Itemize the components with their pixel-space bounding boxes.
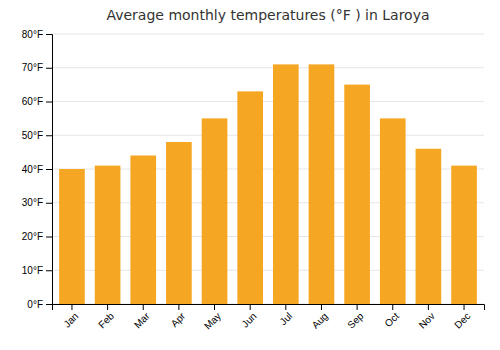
y-tick-mark bbox=[46, 34, 52, 35]
x-tick: Feb bbox=[96, 304, 116, 330]
chart: Average monthly temperatures (°F ) in La… bbox=[0, 0, 500, 350]
x-tick: Apr bbox=[169, 304, 188, 329]
x-tick-label: Aug bbox=[310, 310, 330, 330]
grid-line bbox=[52, 135, 484, 136]
x-tick-label: Nov bbox=[417, 310, 437, 330]
y-axis-line bbox=[46, 35, 53, 305]
x-tick: Nov bbox=[417, 304, 437, 331]
grid-line bbox=[52, 67, 484, 68]
bar bbox=[451, 166, 477, 304]
y-tick: 10°F bbox=[22, 265, 52, 276]
x-tick-mark bbox=[143, 304, 144, 310]
x-tick-mark bbox=[107, 304, 108, 310]
bar bbox=[344, 85, 370, 304]
x-tick-mark bbox=[392, 304, 393, 310]
x-tick: Jun bbox=[239, 304, 258, 330]
x-tick-label: Mar bbox=[132, 310, 152, 330]
y-tick-mark bbox=[46, 270, 52, 271]
bar bbox=[166, 142, 192, 304]
bar bbox=[237, 91, 263, 304]
y-tick: 50°F bbox=[22, 130, 52, 141]
x-tick: Oct bbox=[382, 304, 401, 329]
bar bbox=[202, 118, 228, 304]
x-tick-mark bbox=[464, 304, 465, 310]
x-tick-mark bbox=[321, 304, 322, 310]
y-tick-mark bbox=[46, 237, 52, 238]
y-tick-label: 80°F bbox=[22, 29, 43, 40]
x-tick: Aug bbox=[310, 304, 330, 331]
x-tick-mark bbox=[285, 304, 286, 310]
y-tick: 80°F bbox=[22, 29, 52, 40]
bar bbox=[416, 149, 442, 304]
bar bbox=[95, 166, 121, 304]
bar bbox=[130, 156, 156, 305]
x-tick-label: Apr bbox=[169, 310, 188, 329]
x-tick-label: Jun bbox=[239, 310, 258, 329]
x-tick: Jul bbox=[277, 304, 294, 327]
y-tick-mark bbox=[46, 304, 52, 305]
y-tick-mark bbox=[46, 203, 52, 204]
x-tick-mark bbox=[357, 304, 358, 310]
chart-title: Average monthly temperatures (°F ) in La… bbox=[106, 7, 429, 23]
x-tick-label: Oct bbox=[382, 310, 401, 329]
y-tick: 40°F bbox=[22, 164, 52, 175]
x-tick-mark bbox=[178, 304, 179, 310]
y-tick-label: 40°F bbox=[22, 164, 43, 175]
bar bbox=[309, 64, 335, 304]
y-tick-mark bbox=[46, 68, 52, 69]
bars bbox=[59, 64, 477, 304]
x-tick: Mar bbox=[132, 304, 152, 330]
x-tick-label: Jul bbox=[277, 310, 294, 327]
x-tick-mark bbox=[428, 304, 429, 310]
x-tick-label: Jan bbox=[61, 310, 80, 329]
bar bbox=[273, 64, 299, 304]
x-tick: Jan bbox=[61, 304, 80, 330]
y-tick-mark bbox=[46, 169, 52, 170]
bar bbox=[380, 118, 406, 304]
x-tick-label: Dec bbox=[452, 310, 472, 330]
y-tick-label: 10°F bbox=[22, 265, 43, 276]
y-tick: 70°F bbox=[22, 62, 52, 73]
y-tick: 20°F bbox=[22, 231, 52, 242]
x-tick-mark bbox=[214, 304, 215, 310]
y-tick-mark bbox=[46, 102, 52, 103]
bar bbox=[59, 169, 85, 304]
x-tick: Sep bbox=[345, 304, 366, 331]
y-tick-label: 0°F bbox=[27, 299, 43, 310]
y-tick-label: 30°F bbox=[22, 197, 43, 208]
x-axis: Jan Feb Mar Apr May Jun Jul Aug Sep Oct Nov Dec bbox=[53, 304, 485, 332]
x-tick-mark bbox=[71, 304, 72, 310]
y-tick-mark bbox=[46, 135, 52, 136]
x-tick-label: May bbox=[202, 310, 223, 331]
y-tick-label: 20°F bbox=[22, 231, 43, 242]
y-tick-label: 50°F bbox=[22, 130, 43, 141]
grid bbox=[52, 34, 484, 304]
y-axis: 0°F 10°F 20°F 30°F 40°F 50°F 60°F 70°F 80°F bbox=[22, 29, 53, 310]
y-tick: 30°F bbox=[22, 197, 52, 208]
x-tick-label: Feb bbox=[96, 310, 116, 330]
plot-area: 0°F 10°F 20°F 30°F 40°F 50°F 60°F 70°F 80°F Jan Fe… bbox=[22, 29, 485, 332]
y-tick-label: 60°F bbox=[22, 96, 43, 107]
y-tick: 60°F bbox=[22, 96, 52, 107]
x-tick: May bbox=[202, 304, 223, 332]
y-tick: 0°F bbox=[27, 299, 52, 310]
grid-line bbox=[52, 34, 484, 35]
x-tick: Dec bbox=[452, 304, 472, 331]
x-axis-line bbox=[53, 305, 485, 311]
y-tick-label: 70°F bbox=[22, 62, 43, 73]
x-tick-mark bbox=[250, 304, 251, 310]
grid-line bbox=[52, 101, 484, 102]
x-tick-label: Sep bbox=[345, 310, 366, 331]
